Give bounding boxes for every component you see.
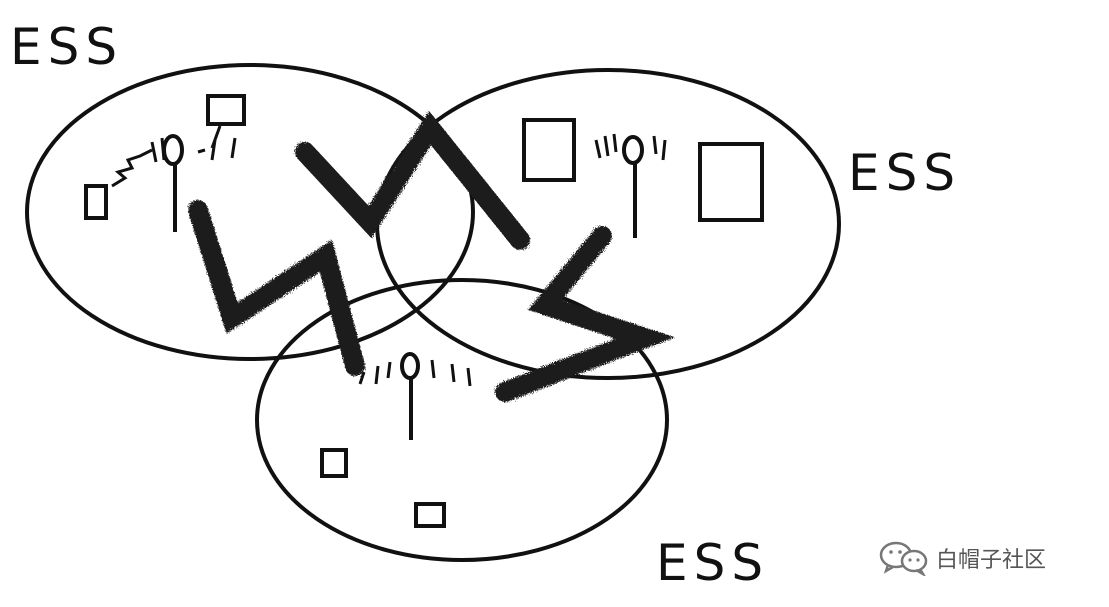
signal-wave-icon — [594, 133, 667, 161]
access-point-right — [594, 133, 667, 238]
station-right-2 — [698, 142, 764, 222]
station-bottom-2 — [414, 502, 446, 528]
access-point-left — [150, 134, 237, 232]
access-point-bottom — [358, 352, 472, 440]
bss-ellipse-bottom — [255, 278, 669, 562]
station-bottom-1 — [320, 448, 348, 478]
antenna-icon — [622, 135, 644, 165]
ess-label-right: ESS — [848, 144, 961, 202]
ess-label-bottom: ESS — [656, 534, 769, 592]
interference-zigzags — [188, 110, 675, 402]
station-left-1 — [206, 94, 246, 126]
antenna-icon — [400, 352, 420, 380]
antenna-icon — [162, 134, 184, 166]
wechat-icon — [879, 541, 928, 576]
station-link-scribble-2 — [210, 125, 222, 149]
signal-wave-icon — [150, 137, 237, 163]
interference-zigzag-right — [495, 226, 675, 402]
station-left-2 — [84, 184, 108, 220]
watermark: 白帽子社区 — [878, 540, 1046, 576]
station-link-scribble — [111, 148, 153, 188]
bss-ellipse-left — [25, 63, 475, 361]
interference-zigzag-left — [188, 200, 365, 376]
signal-wave-icon — [358, 359, 472, 387]
interference-zigzag-top — [295, 110, 530, 250]
station-right-1 — [522, 118, 576, 182]
watermark-text: 白帽子社区 — [936, 548, 1047, 573]
ess-label-top-left: ESS — [10, 18, 123, 76]
